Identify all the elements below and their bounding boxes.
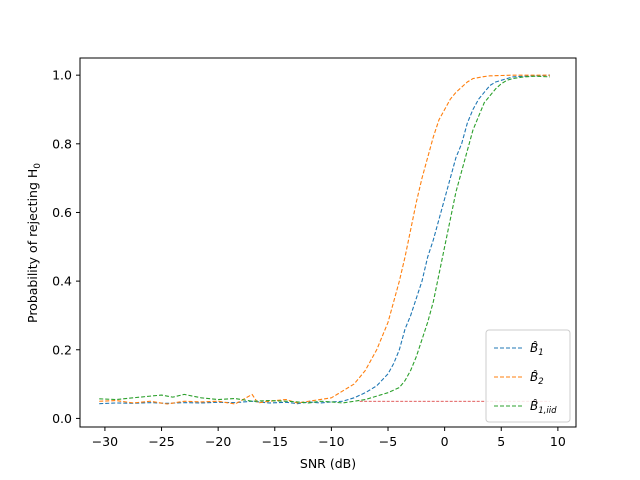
y-tick-label: 0.6 [52, 205, 72, 220]
y-tick-label: 0.4 [52, 274, 72, 289]
x-tick-label: −30 [92, 434, 118, 449]
y-axis-label-text: Probability of rejecting H [25, 169, 40, 323]
series-line-3 [99, 75, 550, 404]
y-axis-label: Probability of rejecting H0 [25, 163, 43, 323]
y-tick-label: 0.2 [52, 342, 72, 357]
x-tick-label: 0 [441, 434, 449, 449]
y-tick-label: 0.8 [52, 136, 72, 151]
series-line-2 [99, 74, 550, 405]
x-tick-label: 10 [550, 434, 566, 449]
y-tick-label: 0.0 [52, 411, 72, 426]
y-axis-label-subscript: 0 [33, 163, 43, 169]
axes-frame [79, 57, 577, 428]
x-tick-label: −5 [379, 434, 397, 449]
x-tick-label: −10 [318, 434, 344, 449]
legend-label-3: B̂1,iid [530, 399, 557, 416]
axes: −30 −25 −20 −15 −10 −5 0 5 10 0.0 0.2 0.4 0.6 0.8 1.0 [52, 57, 577, 449]
legend-label-2: B̂2 [530, 370, 544, 387]
x-axis-label: SNR (dB) [300, 456, 356, 471]
x-tick-label: −25 [148, 434, 174, 449]
x-tick-label: −20 [205, 434, 231, 449]
x-tick-label: −15 [262, 434, 288, 449]
x-tick-label: 5 [497, 434, 505, 449]
y-tick-label: 1.0 [52, 68, 72, 83]
legend: B̂1 B̂2 B̂1,iid [485, 329, 571, 423]
legend-label-1: B̂1 [530, 341, 544, 358]
legend-box [485, 329, 571, 423]
